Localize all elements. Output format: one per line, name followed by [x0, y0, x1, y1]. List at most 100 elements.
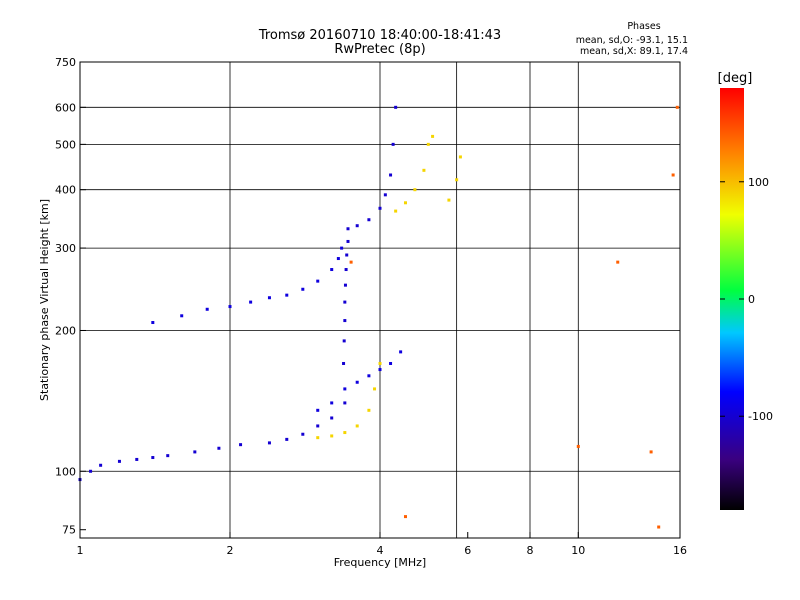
data-point [378, 368, 382, 372]
x-tick-label: 1 [77, 544, 84, 557]
data-point [205, 307, 209, 311]
data-point [373, 387, 377, 391]
data-point [336, 257, 340, 261]
data-point [343, 319, 347, 323]
colorbar-ticks: 100 0 -100 [720, 176, 773, 423]
y-axis-label: Stationary phase Virtual Height [km] [38, 199, 51, 401]
x-tick-label: 10 [571, 544, 585, 557]
y-tick-label: 200 [55, 324, 76, 337]
data-point [285, 293, 289, 297]
data-point [675, 105, 679, 109]
data-point [330, 434, 334, 438]
data-point [343, 300, 347, 304]
data-point [330, 416, 334, 420]
grid-lines [80, 62, 680, 538]
data-point [151, 321, 155, 325]
data-point [422, 168, 426, 172]
chart-title: Tromsø 20160710 18:40:00-18:41:43 [258, 28, 501, 43]
x-tick-label: 8 [527, 544, 534, 557]
data-point [378, 206, 382, 210]
data-point [394, 105, 398, 109]
data-point [346, 239, 350, 243]
data-point [657, 525, 661, 529]
data-point [389, 361, 393, 365]
y-tick-label: 100 [55, 465, 76, 478]
y-tick-label: 500 [55, 138, 76, 151]
colorbar-tick-label: 100 [748, 176, 769, 189]
data-point [330, 268, 334, 272]
x-axis-label: Frequency [MHz] [334, 556, 426, 569]
y-tick-label: 600 [55, 101, 76, 114]
data-point [616, 260, 620, 264]
data-point [403, 201, 407, 205]
data-point [355, 424, 359, 428]
x-tick-label: 16 [673, 544, 687, 557]
data-point [343, 387, 347, 391]
y-tick-label: 300 [55, 242, 76, 255]
data-point [285, 437, 289, 441]
data-point [343, 283, 347, 287]
colorbar-label: [deg] [718, 71, 753, 86]
y-tick-label: 750 [55, 56, 76, 69]
data-point [316, 424, 320, 428]
data-point [267, 441, 271, 445]
data-point [399, 350, 403, 354]
data-point [383, 193, 387, 197]
data-point [576, 444, 580, 448]
x-tick-label: 6 [464, 544, 471, 557]
data-point [343, 401, 347, 405]
y-tick-label: 75 [62, 524, 76, 537]
data-point [89, 469, 93, 473]
data-point [367, 218, 371, 222]
colorbar-tick-label: 0 [748, 293, 755, 306]
data-point [330, 401, 334, 405]
data-point [343, 431, 347, 435]
x-axis-ticks: 1 2 4 6 8 10 16 [77, 532, 687, 557]
data-point [228, 305, 232, 309]
data-point [431, 134, 435, 138]
data-point [135, 457, 139, 461]
data-point [340, 246, 344, 250]
data-point [180, 314, 184, 318]
data-point [99, 463, 103, 467]
data-point [447, 198, 451, 202]
x-tick-label: 4 [377, 544, 384, 557]
y-tick-label: 400 [55, 184, 76, 197]
data-point [391, 142, 395, 146]
data-point [267, 296, 271, 300]
data-point [193, 450, 197, 454]
data-point [671, 173, 675, 177]
data-point [151, 456, 155, 460]
data-point [117, 459, 121, 463]
data-point [316, 279, 320, 283]
y-axis-ticks: 75 100 200 300 400 500 600 750 [55, 56, 86, 537]
data-point [345, 253, 349, 257]
data-point [346, 227, 350, 231]
data-point [413, 188, 417, 192]
data-point [367, 408, 371, 412]
data-point [342, 361, 346, 365]
data-point [344, 268, 348, 272]
data-point [403, 515, 407, 519]
data-point [394, 209, 398, 213]
data-point [426, 142, 430, 146]
legend-line-x: mean, sd,X: 89.1, 17.4 [580, 46, 688, 57]
data-point [455, 178, 459, 182]
data-point [355, 224, 359, 228]
data-point [367, 374, 371, 378]
data-point [389, 173, 393, 177]
data-point [342, 339, 346, 343]
x-tick-label: 2 [227, 544, 234, 557]
data-point [355, 380, 359, 384]
chart-subtitle: RwPretec (8p) [334, 42, 425, 57]
data-point [649, 450, 653, 454]
data-point [458, 155, 462, 159]
data-point [249, 300, 253, 304]
data-point [301, 432, 305, 436]
data-point [316, 408, 320, 412]
data-point [378, 361, 382, 365]
data-point [217, 446, 221, 450]
legend-title: Phases [627, 21, 660, 32]
data-point [316, 436, 320, 440]
